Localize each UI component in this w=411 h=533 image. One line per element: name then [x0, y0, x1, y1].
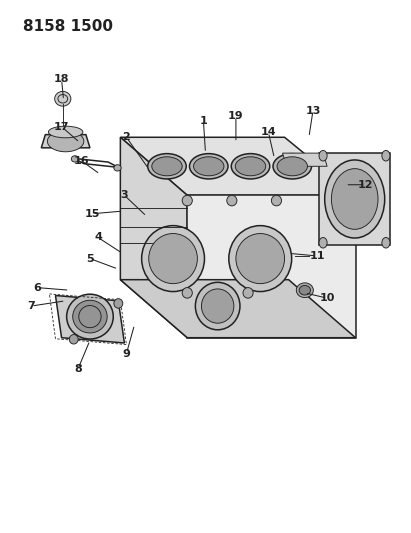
Ellipse shape — [236, 157, 266, 176]
Text: 14: 14 — [261, 127, 276, 137]
Text: 11: 11 — [309, 251, 325, 261]
Text: 5: 5 — [86, 254, 94, 264]
Ellipse shape — [277, 157, 307, 176]
Ellipse shape — [194, 157, 224, 176]
Ellipse shape — [229, 225, 292, 292]
Ellipse shape — [142, 225, 205, 292]
Ellipse shape — [149, 233, 197, 284]
Ellipse shape — [48, 126, 83, 138]
Text: 10: 10 — [319, 293, 335, 303]
Ellipse shape — [273, 154, 312, 179]
Text: 16: 16 — [74, 156, 90, 166]
Ellipse shape — [182, 195, 192, 206]
Text: 1: 1 — [200, 116, 207, 126]
Ellipse shape — [114, 165, 121, 171]
Ellipse shape — [189, 154, 228, 179]
Text: 12: 12 — [358, 180, 374, 190]
Text: 8158 1500: 8158 1500 — [23, 19, 113, 34]
Ellipse shape — [201, 289, 234, 323]
Ellipse shape — [231, 154, 270, 179]
Polygon shape — [120, 280, 356, 338]
Ellipse shape — [227, 195, 237, 206]
Text: 6: 6 — [33, 282, 41, 293]
Text: 18: 18 — [54, 74, 69, 84]
Ellipse shape — [331, 168, 378, 229]
Ellipse shape — [382, 150, 390, 161]
Text: 2: 2 — [122, 132, 130, 142]
Polygon shape — [282, 153, 327, 166]
Text: 4: 4 — [94, 232, 102, 243]
Ellipse shape — [299, 286, 310, 295]
Ellipse shape — [69, 335, 78, 344]
Ellipse shape — [73, 300, 107, 333]
Ellipse shape — [382, 238, 390, 248]
Ellipse shape — [55, 91, 71, 106]
Text: 13: 13 — [305, 106, 321, 116]
Ellipse shape — [114, 298, 123, 308]
Polygon shape — [55, 295, 125, 343]
Polygon shape — [187, 195, 356, 338]
Polygon shape — [319, 153, 390, 245]
Ellipse shape — [47, 131, 84, 152]
Ellipse shape — [319, 150, 327, 161]
Polygon shape — [120, 138, 356, 195]
Text: 17: 17 — [54, 122, 69, 132]
Ellipse shape — [152, 157, 182, 176]
Text: 3: 3 — [120, 190, 128, 200]
Text: 8: 8 — [74, 365, 82, 374]
Text: 7: 7 — [27, 301, 35, 311]
Text: 19: 19 — [228, 111, 244, 121]
Text: 9: 9 — [122, 349, 130, 359]
Ellipse shape — [71, 156, 79, 162]
Ellipse shape — [325, 160, 385, 238]
Ellipse shape — [296, 283, 313, 297]
Ellipse shape — [243, 288, 253, 298]
Ellipse shape — [271, 195, 282, 206]
Ellipse shape — [67, 294, 113, 339]
Ellipse shape — [182, 288, 192, 298]
Ellipse shape — [319, 238, 327, 248]
Ellipse shape — [148, 154, 186, 179]
Polygon shape — [41, 135, 90, 148]
Ellipse shape — [236, 233, 284, 284]
Ellipse shape — [195, 282, 240, 330]
Polygon shape — [120, 138, 187, 338]
Text: 15: 15 — [84, 209, 99, 219]
